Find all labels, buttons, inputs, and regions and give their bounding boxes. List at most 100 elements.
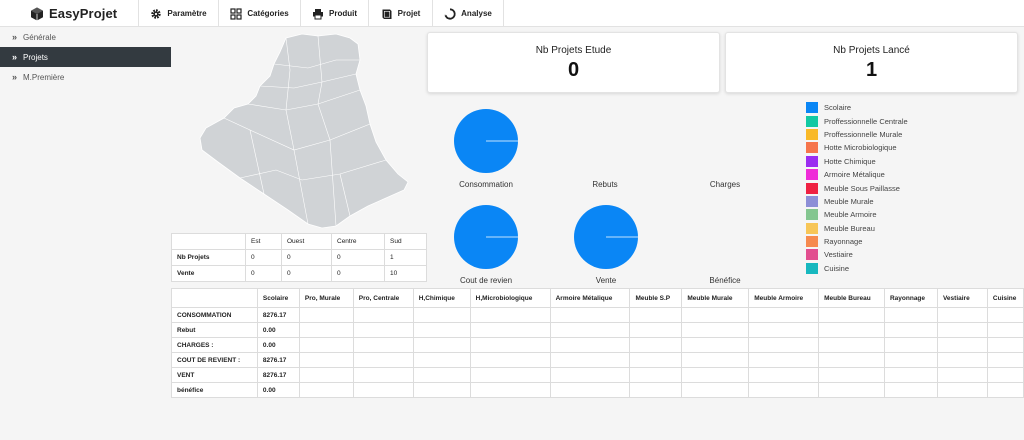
legend-swatch (806, 115, 818, 127)
legend-item[interactable]: Proffessionnelle Murale (806, 128, 908, 141)
table-cell-empty (936, 307, 988, 323)
table-cell-empty (549, 382, 631, 398)
cube-logo-icon (31, 7, 43, 20)
legend-item[interactable]: Proffessionnelle Centrale (806, 114, 908, 127)
table-cell-empty (883, 352, 938, 368)
grid-icon (230, 7, 242, 20)
legend-swatch (806, 209, 818, 221)
legend-label: Hotte Microbiologique (824, 143, 897, 153)
sidebar-item-projets[interactable]: » Projets (0, 47, 171, 67)
table-header-cell (171, 233, 246, 250)
pie-chart-cout-de-revient[interactable] (453, 204, 519, 270)
legend-swatch (806, 262, 818, 274)
table-row-label: bénéfice (171, 382, 258, 398)
table-cell: 0 (331, 265, 385, 282)
legend-item[interactable]: Meuble Armoire (806, 208, 908, 221)
algeria-region-map[interactable] (190, 30, 415, 230)
table-header-cell: Pro, Murale (298, 288, 354, 308)
sidebar-item-matiere-premiere[interactable]: » M.Première (0, 67, 171, 87)
table-row-label: Rebut (171, 322, 258, 338)
table-cell-empty (818, 322, 885, 338)
table-header-cell: Centre (331, 233, 385, 250)
table-row-label: COUT DE REVIENT : (171, 352, 258, 368)
nav-produit[interactable]: Produit (300, 0, 368, 27)
table-row-label: Vente (171, 265, 246, 282)
table-cell-empty (818, 352, 885, 368)
nav-label: Produit (329, 9, 357, 18)
table-header-cell: Meuble Bureau (818, 288, 885, 308)
table-header-cell: Est (245, 233, 282, 250)
table-row: Nb Projets 0 0 0 1 (171, 249, 427, 266)
nav-projet[interactable]: Projet (368, 0, 432, 27)
nav-analyse[interactable]: Analyse (432, 0, 503, 27)
pie-label-benefice: Bénéfice (709, 276, 741, 285)
table-cell-empty (412, 322, 471, 338)
table-cell-empty (549, 322, 631, 338)
legend-item[interactable]: Armoire Métalique (806, 168, 908, 181)
legend-item[interactable]: Cuisine (806, 262, 908, 275)
legend-item[interactable]: Hotte Chimique (806, 155, 908, 168)
table-cell: 0.00 (256, 382, 300, 398)
table-header-row: Scolaire Pro, Murale Pro, Centrale H,Chimiq… (171, 288, 1024, 308)
legend-item[interactable]: Rayonnage (806, 235, 908, 248)
table-cell: 0.00 (256, 337, 300, 353)
table-cell-empty (298, 307, 354, 323)
table-header-cell: Rayonnage (883, 288, 938, 308)
table-cell-empty (629, 352, 683, 368)
legend-item[interactable]: Meuble Murale (806, 195, 908, 208)
double-chevron-right-icon: » (12, 72, 18, 82)
table-cell-empty (818, 337, 885, 353)
legend-item[interactable]: Meuble Sous Paillasse (806, 181, 908, 194)
legend-label: Proffessionnelle Centrale (824, 116, 908, 126)
legend-label: Proffessionnelle Murale (824, 129, 903, 139)
table-cell: 0 (245, 249, 282, 266)
table-cell-empty (352, 337, 414, 353)
region-table: Est Ouest Centre Sud Nb Projets 0 0 0 1 … (171, 233, 427, 282)
pie-label-cout-de-revient: Cout de revien (459, 276, 513, 285)
table-row: VENT 8276.17 (171, 367, 1024, 383)
table-cell-empty (412, 307, 471, 323)
legend-item[interactable]: Vestiaire (806, 248, 908, 261)
table-header-cell: Cuisine (986, 288, 1024, 308)
legend-item[interactable]: Scolaire (806, 101, 908, 114)
brand[interactable]: EasyProjet (30, 4, 117, 23)
nav-categories[interactable]: Catégories (218, 0, 300, 27)
table-cell-empty (352, 352, 414, 368)
table-header-cell: Ouest (281, 233, 332, 250)
gear-icon (151, 8, 162, 19)
legend-item[interactable]: Hotte Microbiologique (806, 141, 908, 154)
pie-chart-consommation[interactable] (453, 108, 519, 174)
table-cell-empty (818, 307, 885, 323)
legend-swatch (806, 222, 818, 234)
sidebar-item-generale[interactable]: » Générale (0, 27, 171, 47)
legend-label: Meuble Armoire (824, 210, 877, 220)
table-cell-empty (298, 352, 354, 368)
table-cell-empty (298, 382, 354, 398)
table-cell-empty (469, 352, 551, 368)
legend-label: Meuble Sous Paillasse (824, 183, 900, 193)
legend-label: Meuble Bureau (824, 223, 875, 233)
legend-swatch (806, 169, 818, 181)
table-cell-empty (986, 307, 1024, 323)
pie-chart-vente[interactable] (573, 204, 639, 270)
table-cell-empty (469, 367, 551, 383)
kpi-card-projets-lance: Nb Projets Lancé 1 (725, 32, 1018, 93)
legend-swatch (806, 236, 818, 248)
brand-name: EasyProjet (49, 6, 118, 21)
table-cell: 1 (384, 249, 427, 266)
table-cell: 8276.17 (256, 367, 300, 383)
table-header-cell: Scolaire (256, 288, 300, 308)
nav-divider (503, 0, 504, 27)
table-cell-empty (352, 367, 414, 383)
table-row: Vente 0 0 0 10 (171, 265, 427, 282)
pie-label-consommation: Consommation (459, 180, 513, 189)
table-cell: 8276.17 (256, 307, 300, 323)
table-cell-empty (469, 337, 551, 353)
legend-item[interactable]: Meuble Bureau (806, 222, 908, 235)
pie-label-rebuts: Rebuts (592, 180, 618, 189)
table-cell-empty (681, 382, 750, 398)
nav-label: Analyse (461, 9, 492, 18)
nav-parametre[interactable]: Paramètre (138, 0, 218, 27)
table-header-cell: Armoire Métalique (549, 288, 631, 308)
legend-label: Scolaire (824, 103, 852, 113)
